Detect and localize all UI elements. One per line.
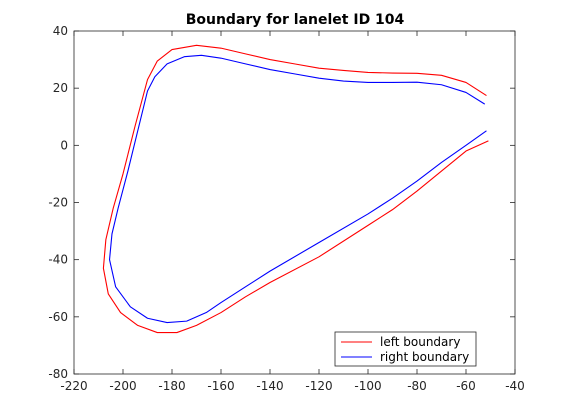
x-tick-label: -160 [207, 379, 234, 393]
legend-box [334, 331, 477, 367]
y-tick-label: -20 [48, 196, 68, 210]
plot-area [73, 30, 516, 375]
y-tick-label: 0 [60, 138, 68, 152]
y-tick-label: 20 [53, 81, 68, 95]
x-tick-label: -200 [109, 379, 136, 393]
y-tick-label: -40 [48, 253, 68, 267]
series-layer [102, 44, 489, 334]
left-boundary-line [102, 44, 489, 334]
x-tick-label: -120 [305, 379, 332, 393]
x-tick-label: -60 [456, 379, 476, 393]
x-tick-label: -220 [60, 379, 87, 393]
right-boundary-line [108, 54, 487, 324]
legend-label-left-boundary: left boundary [380, 335, 460, 349]
ticks-layer: -220 -200 -180 -160 -140 -120 -100 -80 -60 -40-80… [48, 24, 524, 393]
x-tick-label: -80 [407, 379, 427, 393]
y-tick-label: -60 [48, 310, 68, 324]
legend-label-right-boundary: right boundary [380, 350, 469, 364]
y-tick-label: -80 [48, 367, 68, 381]
chart-title: Boundary for lanelet ID 104 [186, 12, 405, 28]
x-tick-label: -140 [256, 379, 283, 393]
x-tick-label: -100 [354, 379, 381, 393]
y-tick-label: 40 [53, 24, 68, 38]
x-tick-label: -180 [158, 379, 185, 393]
x-tick-label: -40 [505, 379, 525, 393]
axes-box [73, 30, 516, 375]
